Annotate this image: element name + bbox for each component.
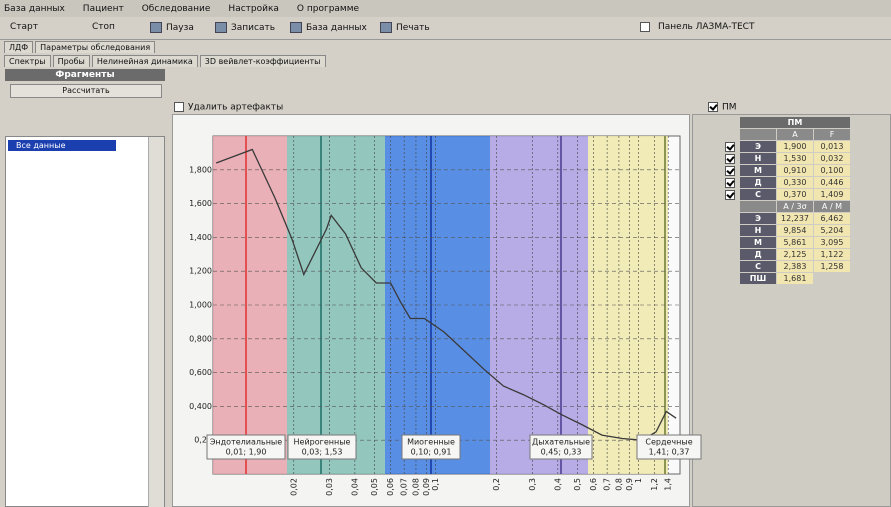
y-tick-label: 1,800 [189,165,212,174]
x-tick-label: 0,09 [422,478,431,496]
x-tick-label: 0,3 [528,478,537,491]
x-tick-label: 0,07 [400,478,409,496]
band-name: Сердечные [645,438,692,447]
x-tick-label: 0,4 [553,478,562,491]
band-value: 0,45; 0,33 [541,448,582,457]
x-tick-label: 0,02 [289,478,298,496]
x-tick-label: 0,5 [573,478,582,491]
app-window: База данныхПациентОбследованиеНастройкаО… [0,0,891,507]
x-tick-label: 0,9 [625,478,634,491]
x-tick-label: 0,7 [603,478,612,491]
x-tick-label: 0,08 [411,478,420,496]
band-value: 1,41; 0,37 [649,448,690,457]
y-tick-label: 1,200 [189,267,212,276]
x-tick-label: 0,2 [492,478,501,491]
band-name: Эндотелиальные [210,438,282,447]
x-tick-label: 1,4 [664,478,673,491]
x-tick-label: 0,04 [350,478,359,496]
band-name: Нейрогенные [294,438,351,447]
band-value: 0,03; 1,53 [302,448,343,457]
spectrum-chart: 0,200,4000,6000,8001,0001,2001,4001,6001… [0,0,891,507]
band-value: 0,01; 1,90 [226,448,267,457]
y-tick-label: 0,800 [189,334,212,343]
y-tick-label: 0,600 [189,368,212,377]
y-tick-label: 0,400 [189,402,212,411]
x-tick-label: 0,6 [589,478,598,491]
x-tick-label: 0,06 [386,478,395,496]
band-name: Дыхательные [532,438,590,447]
x-tick-label: 1,2 [650,478,659,491]
y-tick-label: 1,000 [189,301,212,310]
x-tick-label: 0,03 [325,478,334,496]
y-tick-label: 1,600 [189,199,212,208]
band-value: 0,10; 0,91 [411,448,452,457]
y-tick-label: 1,400 [189,233,212,242]
x-tick-label: 1 [634,478,643,483]
band-name: Миогенные [407,438,455,447]
x-tick-label: 0,1 [431,478,440,491]
x-tick-label: 0,8 [614,478,623,491]
x-tick-label: 0,05 [370,478,379,496]
